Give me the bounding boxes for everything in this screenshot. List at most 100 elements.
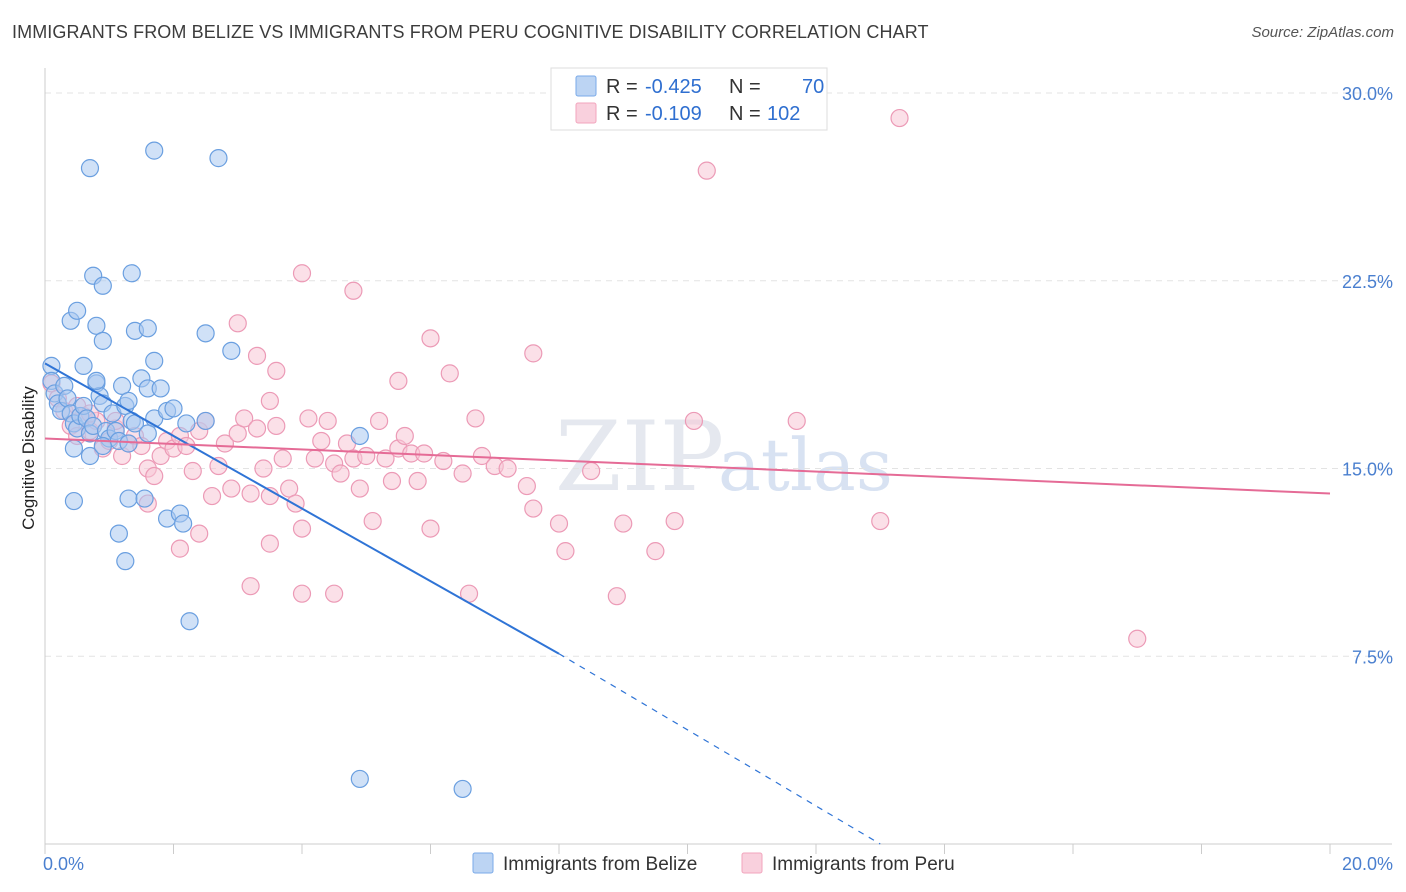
belize-point-33	[164, 399, 183, 418]
peru-point-49	[357, 446, 376, 466]
legend-n-value-peru: 102	[767, 103, 800, 125]
peru-point-86	[524, 344, 543, 363]
peru-point-27	[215, 434, 234, 453]
peru-point-85	[440, 364, 459, 383]
belize-point-31	[151, 379, 170, 398]
peru-point-79	[267, 361, 286, 380]
peru-point-69	[556, 542, 575, 561]
belize-point-69	[453, 779, 472, 799]
peru-point-43	[318, 411, 337, 431]
peru-point-48	[350, 479, 369, 498]
peru-point-73	[665, 511, 684, 531]
belize-point-51	[145, 141, 164, 160]
bottom-legend: Immigrants from Belize Immigrants from P…	[472, 852, 955, 875]
peru-point-33	[254, 459, 273, 478]
legend-r-value-belize: -0.425	[645, 76, 702, 98]
belize-point-45	[196, 324, 215, 343]
peru-point-76	[170, 539, 190, 558]
peru-point-51	[370, 411, 389, 431]
peru-point-55	[395, 426, 414, 446]
peru-point-59	[421, 519, 440, 538]
peru-point-16	[145, 466, 164, 486]
peru-point-89	[260, 534, 279, 553]
top-legend: R = -0.425 N = 70 R = -0.109 N = 102	[550, 67, 828, 131]
x-tick-label-0: 0.0%	[43, 854, 84, 874]
peru-point-87	[241, 577, 260, 596]
axes	[44, 68, 1392, 854]
belize-point-52	[209, 149, 228, 168]
belize-point-35	[196, 411, 215, 431]
peru-point-83	[389, 371, 408, 391]
peru-point-53	[382, 471, 402, 491]
y-tick-label-1: 15.0%	[1342, 460, 1393, 480]
peru-point-71	[614, 514, 633, 533]
legend-n-label-belize: N =	[729, 76, 761, 98]
belize-point-66	[180, 612, 199, 631]
legend-n-value-belize: 70	[802, 76, 824, 98]
peru-point-92	[607, 587, 626, 606]
peru-points	[42, 108, 1147, 648]
peru-point-70	[582, 461, 601, 481]
belize-point-34	[177, 414, 196, 433]
peru-point-22	[183, 461, 202, 481]
belize-point-39	[68, 301, 87, 320]
peru-point-39	[292, 519, 312, 538]
belize-point-50	[80, 159, 100, 178]
belize-point-41	[93, 331, 112, 350]
legend-r-value-peru: -0.109	[645, 103, 702, 125]
peru-point-66	[517, 476, 536, 496]
peru-point-29	[228, 424, 247, 443]
peru-point-30	[235, 409, 254, 428]
belize-point-40	[87, 316, 106, 335]
peru-point-96	[190, 524, 209, 543]
peru-point-68	[549, 514, 569, 533]
peru-point-40	[299, 409, 318, 428]
peru-point-82	[344, 281, 363, 300]
bottom-legend-label-belize: Immigrants from Belize	[503, 854, 697, 875]
peru-point-28	[222, 479, 241, 498]
peru-point-74	[684, 411, 704, 431]
belize-point-64	[109, 524, 128, 543]
peru-point-42	[312, 431, 331, 451]
belize-point-49	[122, 264, 141, 283]
belize-point-59	[119, 489, 138, 508]
belize-point-67	[350, 426, 369, 446]
bottom-legend-label-peru: Immigrants from Peru	[772, 854, 955, 875]
peru-point-84	[421, 329, 440, 348]
belize-trend-line	[44, 362, 560, 655]
peru-point-100	[697, 161, 716, 180]
peru-point-78	[247, 346, 267, 365]
top-legend-box	[550, 67, 828, 131]
peru-point-81	[292, 264, 312, 283]
belize-point-46	[222, 341, 241, 360]
peru-point-35	[267, 416, 286, 436]
grid	[45, 92, 1392, 657]
legend-swatch-belize	[575, 75, 597, 97]
belize-point-37	[87, 371, 106, 391]
peru-point-31	[241, 484, 260, 503]
peru-point-41	[305, 449, 324, 468]
watermark-atlas: atlas	[718, 423, 893, 507]
y-tick-label-3: 30.0%	[1342, 84, 1393, 104]
belize-point-56	[119, 434, 138, 453]
peru-point-72	[646, 542, 665, 561]
belize-point-6	[58, 389, 77, 408]
belize-points	[42, 141, 472, 799]
legend-n-label-peru: N =	[729, 103, 761, 125]
peru-point-36	[273, 449, 292, 468]
peru-point-77	[228, 314, 247, 333]
y-axis-title: Cognitive Disability	[19, 386, 38, 530]
peru-point-99	[1128, 629, 1147, 648]
legend-swatch-peru	[575, 102, 597, 124]
belize-point-44	[145, 351, 164, 370]
peru-point-50	[363, 511, 382, 531]
peru-point-37	[280, 479, 299, 498]
peru-point-26	[209, 456, 228, 476]
chart-source: Source: ZipAtlas.com	[1251, 24, 1394, 41]
bottom-legend-swatch-peru	[741, 852, 763, 874]
peru-trend-line	[44, 437, 1331, 495]
belize-point-65	[116, 552, 135, 571]
peru-point-98	[871, 511, 890, 531]
peru-point-57	[408, 471, 427, 491]
